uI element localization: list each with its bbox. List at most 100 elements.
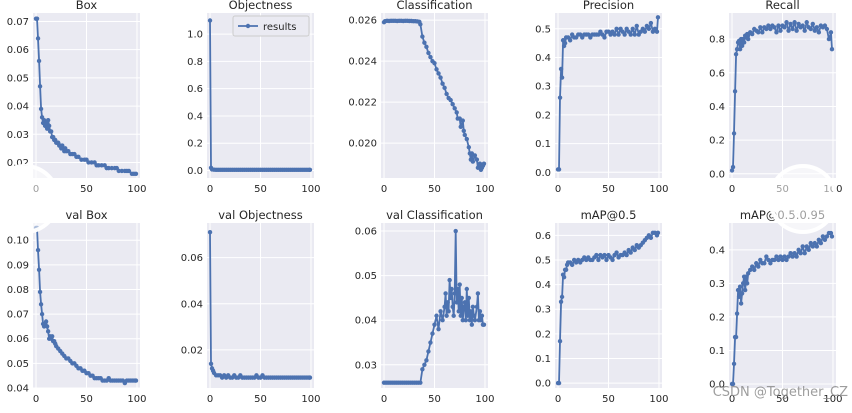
y-tick-label: 0.2 bbox=[535, 329, 551, 340]
data-point bbox=[558, 66, 564, 72]
y-tick-label: 0.04 bbox=[7, 384, 29, 395]
data-point bbox=[440, 81, 445, 86]
y-tick-label: 0.5 bbox=[535, 255, 551, 266]
data-point bbox=[443, 291, 448, 296]
data-point bbox=[756, 30, 761, 35]
subplot-title: val Objectness bbox=[218, 208, 303, 222]
data-point bbox=[766, 23, 771, 28]
data-point bbox=[469, 322, 475, 327]
y-tick-label: 0.3 bbox=[709, 279, 725, 290]
data-point bbox=[796, 247, 801, 253]
x-tick-label: 0 bbox=[381, 184, 387, 195]
data-point bbox=[455, 286, 460, 292]
data-point bbox=[747, 267, 753, 273]
x-tick-label: 0 bbox=[555, 394, 561, 405]
data-point bbox=[481, 322, 487, 327]
data-point bbox=[768, 26, 773, 32]
subplot-title: mAP@0.5 bbox=[581, 208, 637, 222]
data-point bbox=[800, 244, 805, 249]
data-point bbox=[45, 117, 51, 123]
data-point bbox=[634, 23, 639, 29]
subplot-svg: 0 50 100 0.0 0.2 0.4 0.6 0.8 1.0 Objectness result… bbox=[187, 0, 320, 195]
data-point bbox=[432, 61, 437, 66]
subplot-svg: 0 50 100 0.02 0.04 0.06 val Objectness bbox=[181, 208, 321, 405]
data-point bbox=[208, 361, 214, 366]
y-tick-label: 0.03 bbox=[7, 130, 29, 141]
data-point bbox=[452, 291, 457, 296]
data-point bbox=[745, 271, 751, 276]
data-point bbox=[43, 319, 49, 324]
data-point bbox=[461, 304, 466, 310]
x-tick-label: 0 bbox=[729, 394, 735, 405]
y-tick-label: 0.07 bbox=[7, 17, 29, 28]
data-point bbox=[622, 32, 627, 37]
data-point bbox=[37, 84, 43, 89]
data-point bbox=[796, 21, 801, 27]
x-tick-label: 0 bbox=[33, 394, 39, 405]
data-point bbox=[612, 32, 617, 37]
x-tick-label: 100 bbox=[475, 184, 494, 195]
data-point bbox=[743, 274, 749, 279]
y-tick-label: 0.06 bbox=[355, 227, 377, 238]
data-point bbox=[824, 26, 830, 32]
y-tick-label: 0.026 bbox=[348, 16, 377, 27]
data-point bbox=[567, 38, 573, 43]
data-point bbox=[648, 235, 654, 240]
data-point bbox=[655, 15, 661, 20]
data-point bbox=[461, 128, 466, 134]
y-tick-label: 0.022 bbox=[348, 98, 377, 109]
y-tick-label: 0.0 bbox=[709, 169, 725, 180]
data-point bbox=[36, 267, 42, 272]
data-point bbox=[475, 291, 481, 296]
subplot-map-0-5: 0 50 100 0.0 0.1 0.2 0.3 0.4 0.5 0.6 mAP@0.5 bbox=[522, 208, 692, 413]
data-point bbox=[630, 26, 635, 31]
data-point bbox=[557, 339, 563, 344]
y-tick-label: 0.04 bbox=[181, 299, 203, 310]
data-point bbox=[559, 75, 565, 80]
data-point bbox=[772, 257, 777, 263]
data-point bbox=[478, 318, 484, 323]
data-point bbox=[788, 250, 793, 256]
data-point bbox=[804, 20, 809, 25]
x-tick-label: 100 bbox=[475, 394, 494, 405]
y-tick-label: 0.0 bbox=[535, 168, 551, 179]
data-point bbox=[106, 165, 111, 171]
data-point bbox=[34, 16, 40, 21]
data-point bbox=[424, 44, 429, 50]
data-point bbox=[44, 324, 50, 329]
data-point bbox=[418, 22, 423, 27]
data-point bbox=[453, 228, 458, 234]
data-point bbox=[733, 52, 739, 57]
y-tick-label: 0.6 bbox=[709, 68, 725, 79]
data-point bbox=[782, 25, 787, 30]
y-tick-label: 0.4 bbox=[535, 53, 551, 64]
data-point bbox=[784, 20, 789, 25]
data-point bbox=[448, 295, 453, 301]
data-point bbox=[307, 167, 313, 173]
data-point bbox=[731, 131, 737, 136]
x-tick-label: 50 bbox=[776, 394, 789, 405]
data-point bbox=[762, 261, 767, 266]
y-tick-label: 0.06 bbox=[181, 253, 203, 264]
data-point bbox=[828, 230, 834, 236]
y-tick-label: 0.8 bbox=[187, 57, 203, 68]
x-tick-label: 0 bbox=[381, 394, 387, 405]
next-image-button[interactable] bbox=[768, 164, 838, 234]
data-point bbox=[424, 358, 429, 363]
data-point bbox=[37, 289, 43, 295]
data-point bbox=[778, 28, 783, 33]
data-point bbox=[432, 322, 437, 327]
y-tick-label: 0.08 bbox=[7, 285, 29, 296]
data-point bbox=[806, 247, 811, 253]
data-point bbox=[462, 132, 467, 138]
previous-image-button[interactable] bbox=[0, 164, 60, 234]
data-point bbox=[812, 240, 818, 246]
data-point bbox=[445, 300, 450, 305]
data-point bbox=[814, 25, 820, 30]
x-tick-label: 0 bbox=[729, 184, 735, 195]
data-point bbox=[458, 124, 463, 129]
data-point bbox=[752, 267, 757, 273]
